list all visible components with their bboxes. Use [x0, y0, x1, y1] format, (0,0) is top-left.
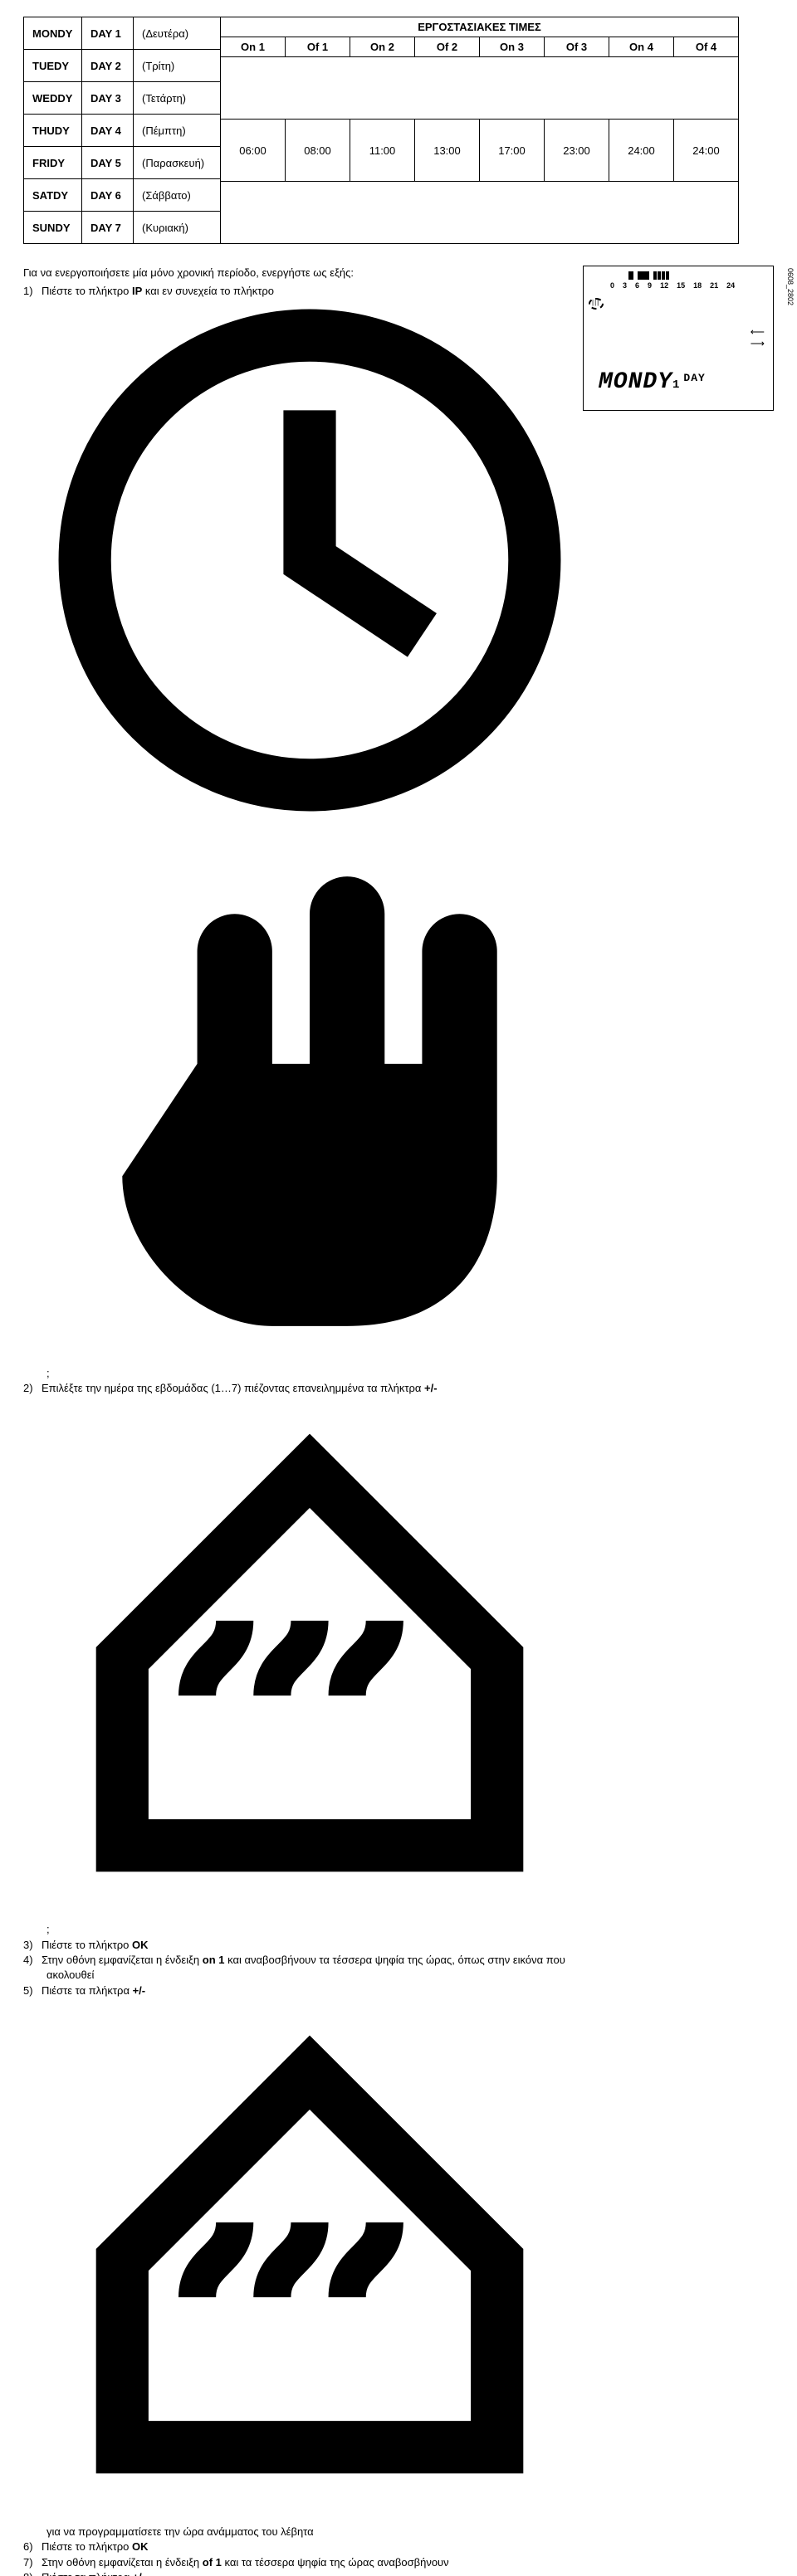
arrows-icon: ⟵⟶ [751, 326, 765, 349]
hand-icon [47, 839, 572, 1364]
values-table: ΕΡΓΟΣΤΑΣΙΑΚΕΣ ΤΙΜΕΣ On 1Of 1On 2Of 2On 3… [220, 17, 739, 244]
seg-display: MONDY1DAY [599, 369, 706, 395]
figure-ref: 0608_2802 [786, 268, 795, 305]
clock-icon [47, 298, 572, 822]
house-icon [47, 1396, 572, 1920]
timeline-bars [628, 271, 768, 280]
lcd-small-display: 0608_2802 03691215182124 ⟵⟶ MONDY1DAY [583, 266, 774, 411]
days-table: MONDYDAY 1(Δευτέρα)TUEDYDAY 2(Τρίτη)WEDD… [23, 17, 221, 244]
factory-title: ΕΡΓΟΣΤΑΣΙΑΚΕΣ ΤΙΜΕΣ [221, 17, 739, 37]
instructions: Για να ενεργοποιήσετε μία μόνο χρονική π… [23, 266, 573, 2576]
radiator-icon [589, 298, 604, 310]
house-icon [47, 1998, 572, 2522]
factory-table: MONDYDAY 1(Δευτέρα)TUEDYDAY 2(Τρίτη)WEDD… [23, 17, 774, 244]
